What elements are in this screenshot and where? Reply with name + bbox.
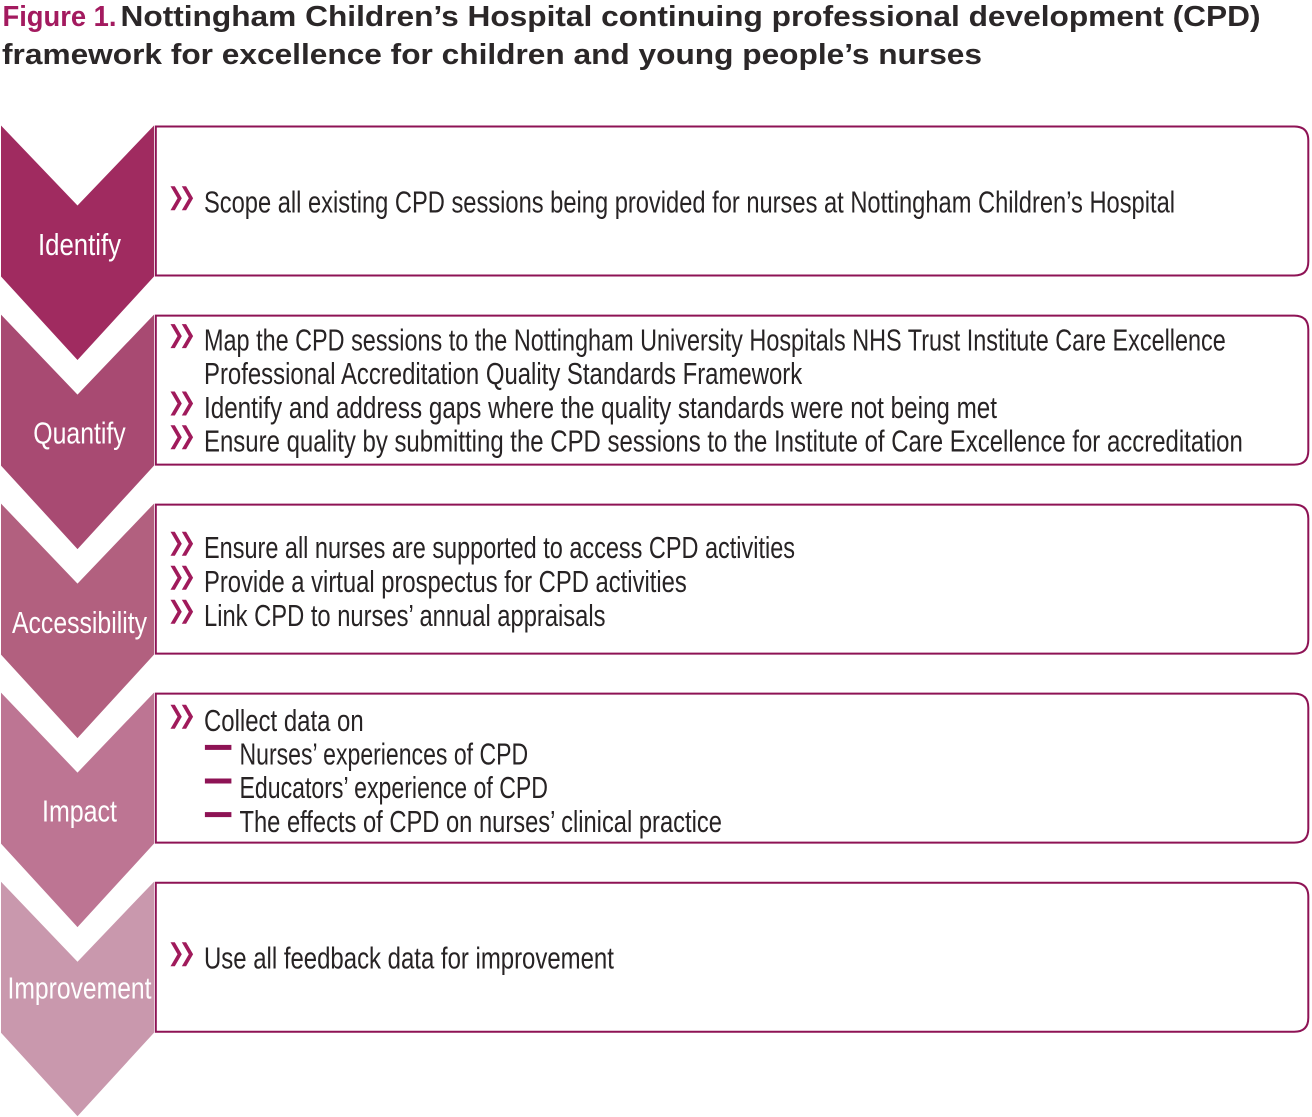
svg-text:Identify and address gaps wher: Identify and address gaps where the qual… [204,390,997,425]
svg-text:Nottingham Children’s Hospital: Nottingham Children’s Hospital continuin… [121,1,1261,33]
svg-text:Collect data on: Collect data on [204,703,364,738]
svg-text:Ensure quality by submitting t: Ensure quality by submitting the CPD ses… [204,424,1243,459]
svg-text:Provide a virtual prospectus f: Provide a virtual prospectus for CPD act… [204,564,687,599]
svg-text:Quantify: Quantify [33,416,126,451]
svg-text:Accessibility: Accessibility [12,605,147,640]
svg-text:Nurses’ experiences of CPD: Nurses’ experiences of CPD [240,737,529,772]
svg-text:Ensure all nurses are supporte: Ensure all nurses are supported to acces… [204,530,795,565]
svg-text:Scope all existing CPD session: Scope all existing CPD sessions being pr… [204,185,1175,220]
svg-text:Map the CPD sessions to the No: Map the CPD sessions to the Nottingham U… [204,322,1226,357]
svg-text:Figure 1.: Figure 1. [3,1,117,33]
svg-text:Professional Accreditation Qua: Professional Accreditation Quality Stand… [204,356,803,391]
svg-text:framework for excellence for c: framework for excellence for children an… [2,39,982,71]
svg-text:Link CPD to nurses’ annual app: Link CPD to nurses’ annual appraisals [204,598,606,633]
svg-text:Impact: Impact [42,794,117,829]
svg-text:Identify: Identify [38,227,121,262]
svg-text:Educators’ experience of CPD: Educators’ experience of CPD [240,770,549,805]
svg-text:Use all feedback data for impr: Use all feedback data for improvement [204,941,614,976]
svg-text:Improvement: Improvement [8,970,152,1005]
svg-text:The effects of CPD on nurses’: The effects of CPD on nurses’ clinical p… [240,804,722,839]
